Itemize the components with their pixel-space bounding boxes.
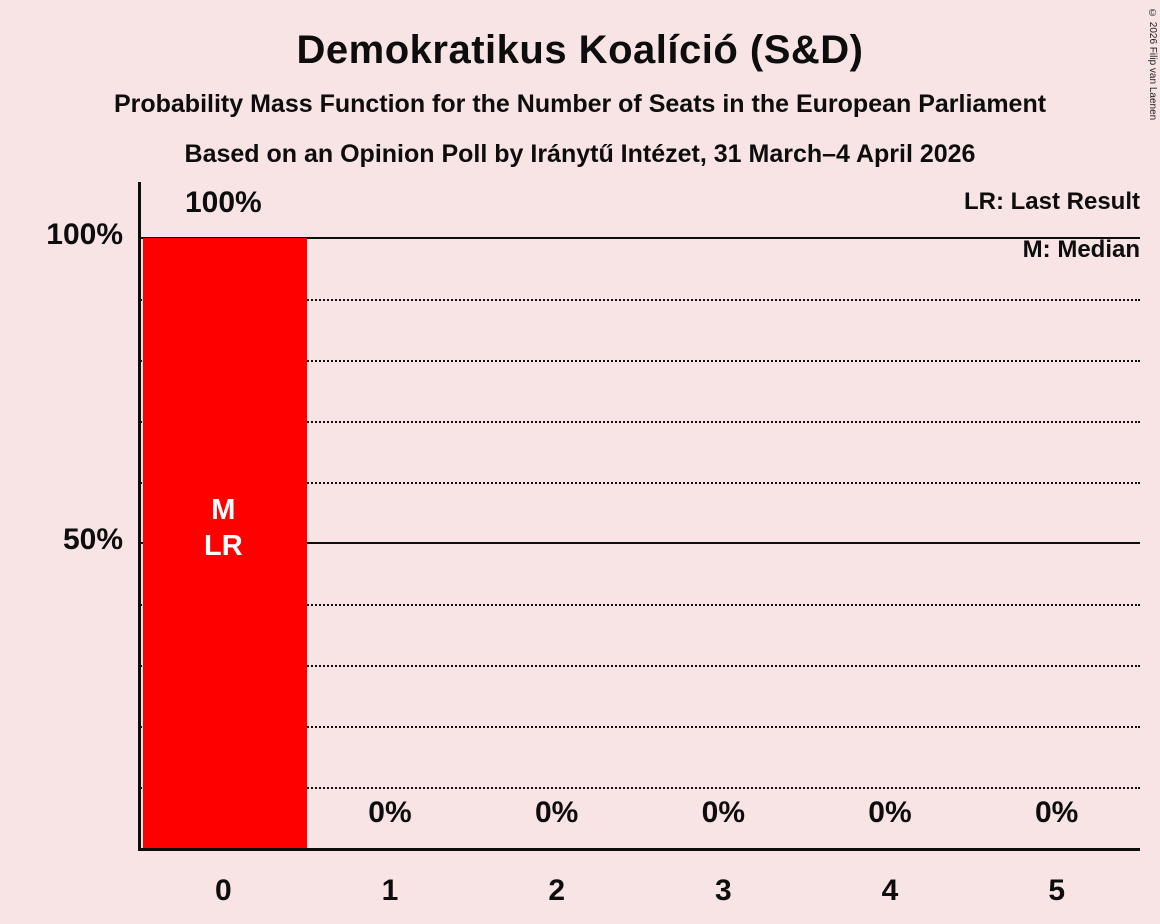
y-axis-line [138, 182, 141, 851]
gridline-dotted-70pct [140, 421, 1140, 423]
x-tick-label-1: 1 [381, 874, 399, 907]
y-tick-label-50pct: 50% [62, 523, 123, 556]
y-tick-label-100pct: 100% [46, 218, 123, 251]
gridline-dotted-20pct [140, 726, 1140, 728]
chart-source-line: Based on an Opinion Poll by Iránytű Inté… [184, 140, 976, 168]
gridline-dotted-60pct [140, 482, 1140, 484]
chart-title: Demokratikus Koalíció (S&D) [296, 28, 864, 72]
bar-seats-0 [143, 238, 307, 848]
x-tick-label-2: 2 [548, 874, 565, 907]
gridline-solid-100pct [140, 237, 1140, 239]
value-label-seats-3: 0% [701, 796, 745, 829]
gridline-dotted-10pct [140, 787, 1140, 789]
gridline-dotted-30pct [140, 665, 1140, 667]
chart-subtitle: Probability Mass Function for the Number… [113, 90, 1047, 118]
copyright-notice: © 2026 Filip van Laenen [1147, 8, 1158, 121]
value-label-seats-0: 100% [184, 186, 262, 219]
value-label-seats-5: 0% [1034, 796, 1079, 829]
x-tick-label-0: 0 [214, 874, 232, 907]
x-tick-label-3: 3 [714, 874, 732, 907]
bar-annotation-line: LR [203, 530, 243, 562]
value-label-seats-1: 0% [368, 796, 412, 829]
gridline-solid-50pct [140, 542, 1140, 544]
value-label-seats-2: 0% [534, 796, 579, 829]
gridline-dotted-90pct [140, 299, 1140, 301]
bar-annotation-line: M [211, 493, 236, 526]
x-axis-line [138, 848, 1140, 851]
x-tick-label-4: 4 [881, 874, 899, 907]
x-tick-label-5: 5 [1048, 874, 1065, 907]
value-label-seats-4: 0% [868, 796, 912, 829]
legend-median: M: Median [1022, 236, 1140, 263]
gridline-dotted-80pct [140, 360, 1140, 362]
bar-annotation-median-lastresult: M LR [140, 483, 307, 573]
legend-last-result: LR: Last Result [963, 188, 1140, 215]
gridline-dotted-40pct [140, 604, 1140, 606]
